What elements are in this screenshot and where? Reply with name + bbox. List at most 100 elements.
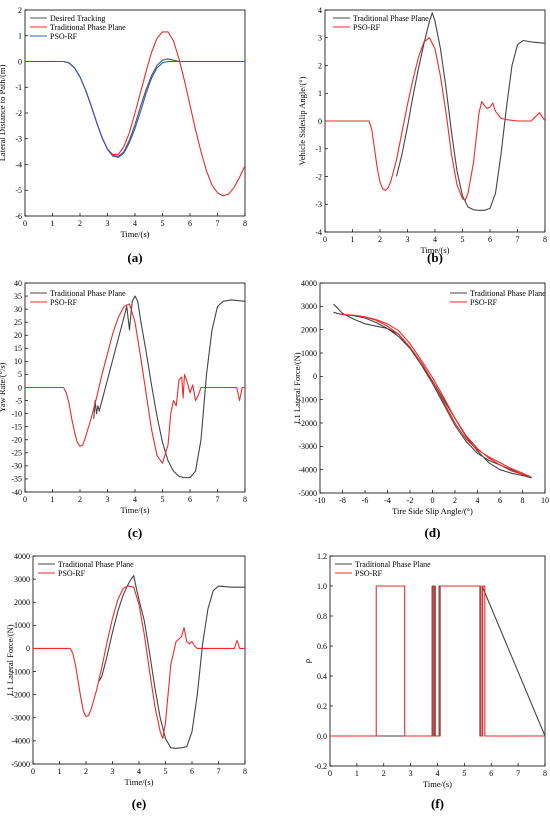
x-tick-label: 10	[541, 496, 549, 505]
x-tick-label: 7	[216, 495, 220, 504]
x-tick-label: 4	[137, 767, 141, 776]
y-tick-label: -2	[315, 172, 322, 181]
x-tick-label: 3	[111, 767, 115, 776]
plot-area	[25, 295, 245, 479]
y-tick-label: -3	[15, 135, 22, 144]
y-tick-label: 0	[18, 383, 22, 392]
x-tick-label: 0	[31, 767, 35, 776]
y-tick-label: -3	[315, 200, 322, 209]
x-tick-label: -6	[362, 496, 369, 505]
x-tick-label: 6	[489, 769, 493, 778]
y-tick-label: 0.6	[317, 642, 327, 651]
plot-area	[330, 585, 545, 737]
y-tick-label: -2	[15, 109, 22, 118]
plot-area	[25, 31, 245, 197]
legend-label: Traditional Phase Plane	[58, 560, 134, 569]
x-tick-label: 8	[243, 495, 247, 504]
y-tick-label: -20	[11, 436, 22, 445]
y-tick-label: -30	[11, 462, 22, 471]
chart-panel-a: 0 1 2 3 4 5 6 7 8 2 1 0 -1 -2 -3 -4 -5 -6 Time/(s) Lateral …	[0, 6, 247, 265]
y-tick-label: -1000	[298, 395, 317, 404]
y-tick-label: 1000	[14, 621, 30, 630]
chart-panel-d: -10 -8 -6 -4 -2 0 2 4 6 8 10 4000 3000 2000 1000 0 -1000…	[292, 279, 549, 540]
series-line-traditional-phase-plane	[333, 303, 533, 479]
chart-panel-c: 0 1 2 3 4 5 6 7 8 40 35 30 25 20 15 10 5 0 -5 -10 -15 -20 -25 -…	[0, 279, 247, 540]
y-axis-title: L1 Lateral Force/(N)	[292, 352, 302, 423]
y-tick-label: -1000	[11, 667, 30, 676]
x-tick-label: 7	[516, 235, 520, 244]
series-line-traditional-phase-plane	[330, 585, 545, 737]
plot-frame	[329, 555, 546, 767]
x-tick-label: 0	[23, 219, 27, 228]
y-tick-label: 0.2	[317, 702, 327, 711]
y-tick-label: 0.8	[317, 612, 327, 621]
x-tick-label: 2	[378, 235, 382, 244]
series-line-pso-rf	[330, 585, 545, 737]
x-tick-label: -8	[339, 496, 346, 505]
chart-panel-e: 0 1 2 3 4 5 6 7 8 4000 3000 2000 1000 0 -1000 -2000 -300…	[5, 552, 247, 811]
y-tick-label: 25	[14, 318, 22, 327]
x-axis-title: Time/(s)	[125, 777, 154, 787]
y-tick-label: -6	[15, 212, 22, 221]
x-tick-label: 1	[51, 219, 55, 228]
y-tick-label: -25	[11, 449, 22, 458]
y-tick-label: 0	[18, 57, 22, 66]
x-tick-label: 5	[161, 495, 165, 504]
x-tick-label: 4	[436, 769, 440, 778]
legend-label: PSO-RF	[58, 569, 86, 578]
x-tick-label: 4	[133, 495, 137, 504]
legend-label: Traditional Phase Plane	[50, 23, 126, 32]
x-tick-label: 5	[461, 235, 465, 244]
y-tick-label: 40	[14, 279, 22, 288]
legend-label: Traditional Phase Plane	[355, 560, 431, 569]
panel-label: (c)	[128, 525, 142, 540]
panel-label: (e)	[132, 796, 146, 811]
y-axis-title: Vehicle Sideslip Angle/(°)	[297, 76, 307, 165]
y-tick-label: 1.2	[317, 552, 327, 561]
x-axis-title: Time/(s)	[423, 779, 452, 789]
x-tick-label: 6	[188, 219, 192, 228]
y-tick-label: 4	[318, 6, 322, 15]
legend-label: PSO-RF	[470, 298, 498, 307]
series-line-desired-tracking	[25, 58, 245, 157]
y-tick-label: -2000	[298, 419, 317, 428]
y-tick-label: 10	[14, 357, 22, 366]
x-tick-label: 8	[243, 219, 247, 228]
y-tick-label: 5	[18, 370, 22, 379]
series-line-traditional-phase-plane	[93, 295, 245, 479]
y-tick-label: -4	[315, 228, 322, 237]
x-tick-label: 3	[106, 495, 110, 504]
y-tick-label: 0	[318, 117, 322, 126]
y-axis-title: L1 Lateral Force/(N)	[5, 624, 15, 695]
x-tick-label: 5	[161, 219, 165, 228]
x-tick-label: 2	[453, 496, 457, 505]
series-line-traditional-phase-plane	[25, 31, 245, 197]
legend-label: Desired Tracking	[50, 14, 105, 23]
y-tick-label: 1000	[301, 349, 317, 358]
legend-label: Traditional Phase Plane	[353, 14, 429, 23]
y-tick-label: -4000	[11, 737, 30, 746]
x-tick-label: 3	[406, 235, 410, 244]
plot-area	[33, 575, 245, 749]
plot-area	[333, 303, 533, 479]
x-tick-label: 7	[516, 769, 520, 778]
y-tick-label: 2000	[14, 598, 30, 607]
y-tick-label: 4000	[14, 552, 30, 561]
x-tick-label: 7	[216, 219, 220, 228]
series-line-traditional-phase-plane	[395, 12, 545, 211]
y-tick-label: -5000	[11, 760, 30, 769]
x-tick-label: 1	[58, 767, 62, 776]
y-tick-label: 35	[14, 292, 22, 301]
x-tick-label: 4	[433, 235, 437, 244]
y-tick-label: -5000	[298, 489, 317, 498]
y-tick-label: 20	[14, 331, 22, 340]
y-axis-title: ρ	[302, 659, 312, 663]
panel-label: (d)	[425, 525, 441, 540]
series-line-pso-rf	[25, 303, 245, 464]
y-tick-label: 3	[318, 34, 322, 43]
x-tick-label: 7	[217, 767, 221, 776]
x-axis-title: Time/(s)	[421, 245, 450, 255]
x-tick-label: 8	[243, 767, 247, 776]
panel-label: (f)	[431, 796, 444, 811]
